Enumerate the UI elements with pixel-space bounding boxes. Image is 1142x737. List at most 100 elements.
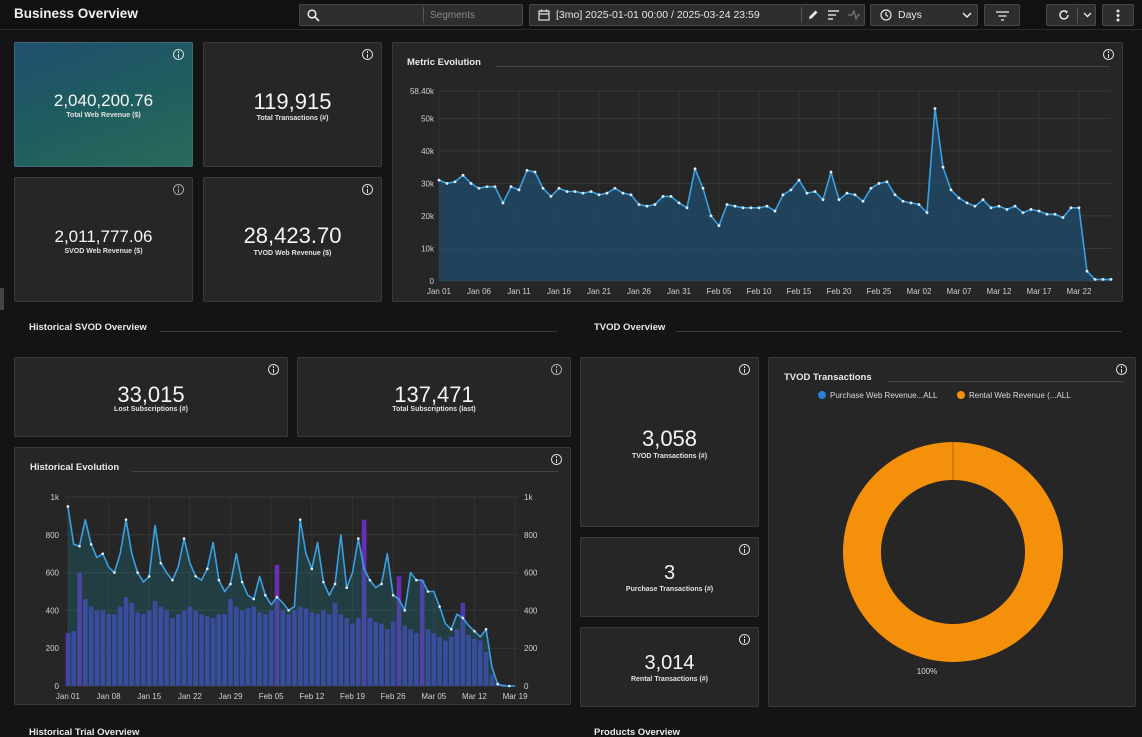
search-divider xyxy=(423,7,424,23)
y-tick-label-left: 600 xyxy=(46,569,60,578)
bar xyxy=(315,614,320,686)
refresh-icon xyxy=(1059,10,1069,20)
x-tick-label: Jan 29 xyxy=(219,692,244,701)
kpi-tvod-transactions[interactable]: 3,058 TVOD Transactions (#) xyxy=(580,357,759,527)
y-tick-label-right: 600 xyxy=(524,569,538,578)
left-edge-handle[interactable] xyxy=(0,288,4,310)
kpi-value: 2,011,777.06 xyxy=(54,227,153,246)
data-point xyxy=(477,186,481,190)
kpi-label: Lost Subscriptions (#) xyxy=(114,406,188,413)
data-point xyxy=(813,190,817,193)
info-icon[interactable] xyxy=(739,634,750,645)
info-icon[interactable] xyxy=(739,364,750,375)
info-icon[interactable] xyxy=(173,184,184,195)
kpi-purchase-transactions[interactable]: 3 Purchase Transactions (#) xyxy=(580,537,759,617)
search-icon xyxy=(307,9,320,22)
kpi-total-transactions[interactable]: 119,915 Total Transactions (#) xyxy=(203,42,382,167)
bar xyxy=(100,610,106,686)
compare-icon[interactable] xyxy=(848,10,860,20)
data-point xyxy=(78,544,81,548)
data-point xyxy=(380,582,383,586)
data-point xyxy=(101,552,105,555)
data-point xyxy=(1101,277,1105,281)
data-point xyxy=(310,567,314,571)
data-point xyxy=(473,629,476,633)
section-rule xyxy=(676,331,1122,332)
data-point xyxy=(717,224,721,228)
data-point xyxy=(877,181,881,185)
bar xyxy=(483,651,489,686)
info-icon[interactable] xyxy=(1116,364,1127,375)
info-icon[interactable] xyxy=(551,454,562,465)
sort-icon[interactable] xyxy=(828,10,840,20)
data-point xyxy=(741,206,745,210)
kpi-total-web-revenue[interactable]: 2,040,200.76 Total Web Revenue ($) xyxy=(14,42,193,167)
pie-slice xyxy=(842,442,1063,662)
refresh-button[interactable] xyxy=(1046,4,1096,26)
data-point xyxy=(533,170,537,174)
bar xyxy=(65,633,71,686)
kpi-value: 28,423.70 xyxy=(243,223,342,248)
data-point xyxy=(461,616,465,620)
kpi-lost-subscriptions[interactable]: 33,015 Lost Subscriptions (#) xyxy=(14,357,288,437)
more-options-button[interactable] xyxy=(1102,4,1134,26)
info-icon[interactable] xyxy=(173,49,184,60)
data-point xyxy=(507,684,511,688)
info-icon[interactable] xyxy=(551,364,562,375)
bar xyxy=(466,634,471,686)
segments-input[interactable]: Segments xyxy=(430,10,476,21)
legend-label: Rental Web Revenue (...ALL xyxy=(969,391,1071,400)
y-tick-label-right: 1k xyxy=(524,493,533,502)
data-point xyxy=(685,206,689,210)
x-tick-label: Feb 12 xyxy=(299,692,324,701)
search-box[interactable]: Segments xyxy=(299,4,523,26)
bar xyxy=(117,606,123,686)
chevron-down-icon xyxy=(962,12,972,19)
data-point xyxy=(557,186,561,190)
info-icon[interactable] xyxy=(739,544,750,555)
x-tick-label: Mar 17 xyxy=(1027,287,1052,296)
edit-icon[interactable] xyxy=(807,9,819,21)
kpi-svod-web-revenue[interactable]: 2,011,777.06 SVOD Web Revenue ($) xyxy=(14,177,193,302)
y-tick-label-right: 0 xyxy=(524,682,529,691)
bar xyxy=(129,602,135,686)
bar xyxy=(373,621,379,686)
chevron-down-icon[interactable] xyxy=(1083,12,1092,18)
info-icon[interactable] xyxy=(362,49,373,60)
kpi-total-subscriptions[interactable]: 137,471 Total Subscriptions (last) xyxy=(297,357,571,437)
info-icon[interactable] xyxy=(362,184,373,195)
data-point xyxy=(391,593,395,597)
x-tick-label: Feb 20 xyxy=(827,287,852,296)
granularity-select[interactable]: Days xyxy=(870,4,978,26)
x-tick-label: Feb 26 xyxy=(381,692,406,701)
data-point xyxy=(496,682,499,686)
bar xyxy=(425,629,431,686)
data-point xyxy=(182,537,186,540)
bar xyxy=(170,617,175,686)
panel-title: TVOD Transactions xyxy=(784,372,872,383)
slice-percentage-label: 100% xyxy=(917,667,937,676)
data-point xyxy=(1029,208,1033,211)
data-point xyxy=(821,198,825,202)
data-point xyxy=(725,203,729,206)
data-point xyxy=(240,580,244,584)
bar xyxy=(460,602,466,686)
x-tick-label: Jan 26 xyxy=(627,287,652,296)
info-icon[interactable] xyxy=(268,364,279,375)
bar xyxy=(83,599,88,686)
x-tick-label: Jan 21 xyxy=(587,287,612,296)
bar xyxy=(350,623,355,686)
x-tick-label: Mar 07 xyxy=(947,287,972,296)
kpi-rental-transactions[interactable]: 3,014 Rental Transactions (#) xyxy=(580,627,759,707)
y-tick-label: 0 xyxy=(430,277,435,286)
info-icon[interactable] xyxy=(1103,49,1114,60)
filter-button[interactable] xyxy=(984,4,1020,26)
kpi-tvod-web-revenue[interactable]: 28,423.70 TVOD Web Revenue ($) xyxy=(203,177,382,302)
data-point xyxy=(517,188,521,192)
date-range-picker[interactable]: [3mo] 2025-01-01 00:00 / 2025-03-24 23:5… xyxy=(529,4,865,26)
x-tick-label: Feb 19 xyxy=(340,692,365,701)
data-point xyxy=(469,181,473,185)
bar xyxy=(164,610,169,686)
bar xyxy=(367,617,373,686)
x-tick-label: Feb 15 xyxy=(787,287,812,296)
